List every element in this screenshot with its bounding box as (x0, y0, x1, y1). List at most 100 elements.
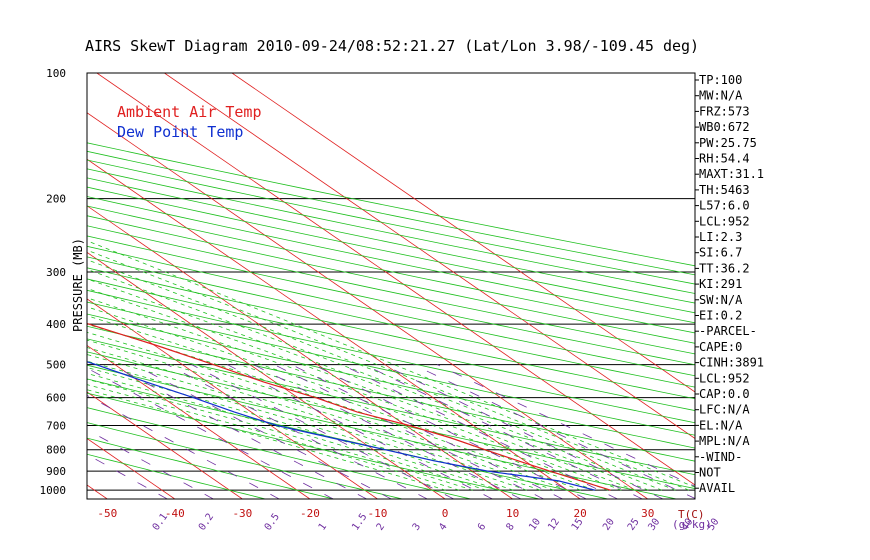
index-entry: L57:6.0 (699, 199, 750, 213)
moist-adiabat-line (87, 339, 554, 491)
index-entry: LI:2.3 (699, 230, 742, 244)
moist-adiabat-line (87, 384, 460, 491)
index-entry: RH:54.4 (699, 152, 750, 166)
index-entry: WB0:672 (699, 120, 750, 134)
mixing-ratio-label: 20 (601, 517, 617, 533)
pressure-tick-label: 900 (46, 465, 66, 478)
moist-adiabat-line (87, 367, 500, 491)
isotherm-line (87, 484, 108, 499)
isotherm-line (164, 73, 695, 439)
bottom-temp-tick-label: 0 (442, 507, 449, 520)
legend-dew-point: Dew Point Temp (117, 123, 243, 141)
dry-adiabat-line (87, 437, 334, 499)
index-entry: CAP:0.0 (699, 387, 750, 401)
mixing-ratio-line (253, 364, 522, 499)
index-entry: CAPE:0 (699, 340, 742, 354)
mixing-ratio-label: 8 (504, 521, 516, 532)
mixing-ratio-line (383, 364, 664, 499)
isotherm-line (96, 73, 695, 486)
mixing-ratio-label: 25 (626, 517, 642, 533)
mixing-ratio-label: 0.5 (263, 512, 282, 533)
dry-adiabat-line (87, 142, 695, 267)
moist-adiabat-line (87, 331, 568, 491)
y-axis-label: PRESSURE (MB) (71, 238, 85, 332)
index-entry: PW:25.75 (699, 136, 757, 150)
dry-adiabat-line (87, 168, 695, 294)
index-entry: LFC:N/A (699, 403, 750, 417)
pressure-tick-label: 500 (46, 359, 66, 372)
dry-adiabat-line (87, 177, 695, 304)
chart-title: AIRS SkewT Diagram 2010-09-24/08:52:21.2… (85, 37, 699, 55)
index-entry: -WIND- (699, 450, 742, 464)
mixing-ratio-line (313, 364, 587, 499)
mixing-ratio-line (274, 364, 544, 499)
dry-adiabat-line (87, 267, 695, 400)
dry-adiabat-line (87, 422, 403, 499)
air-temperature-profile (87, 322, 611, 491)
index-entry: -PARCEL- (699, 324, 757, 338)
index-entry: FRZ:573 (699, 104, 750, 118)
index-entry: SW:N/A (699, 293, 743, 307)
mixing-ratio-unit-label: (g/kg) (672, 518, 712, 531)
moist-adiabat-line (87, 306, 609, 491)
pressure-tick-label: 400 (46, 318, 66, 331)
dry-adiabat-line (87, 215, 695, 344)
mixing-ratio-line (87, 367, 334, 499)
moist-adiabat-line (87, 389, 446, 491)
mixing-ratio-line (87, 429, 214, 499)
moist-adiabat-line (87, 360, 514, 491)
bottom-temp-tick-label: -30 (232, 507, 252, 520)
dew-point-profile (87, 361, 596, 491)
moist-adiabat-line (87, 249, 690, 491)
index-entry: LCL:952 (699, 371, 750, 385)
mixing-ratio-label: 12 (546, 517, 562, 533)
dry-adiabat-line (87, 453, 266, 499)
isotherm-line (87, 391, 243, 499)
mixing-ratio-label: 0.2 (197, 512, 216, 533)
pressure-tick-label: 700 (46, 420, 66, 433)
mixing-ratio-line (111, 364, 367, 499)
index-entry: AVAIL (699, 481, 735, 495)
dry-adiabat-line (87, 301, 695, 436)
moist-adiabat-line (87, 268, 663, 491)
legend-air-temp: Ambient Air Temp (117, 103, 262, 121)
index-entry: KI:291 (699, 277, 742, 291)
pressure-tick-label: 300 (46, 266, 66, 279)
pressure-tick-label: 600 (46, 392, 66, 405)
plot-frame (86, 72, 696, 500)
isotherm-line (87, 112, 648, 499)
dry-adiabat-line (87, 392, 540, 499)
mixing-ratio-line (167, 364, 428, 499)
mixing-ratio-line (133, 364, 392, 499)
moist-adiabat-line (87, 259, 676, 491)
index-entry: EL:N/A (699, 418, 743, 432)
isotherm-line (87, 298, 378, 499)
moist-adiabat-line (87, 323, 581, 491)
dry-adiabat-line (87, 351, 695, 489)
index-entry: TT:36.2 (699, 261, 750, 275)
mixing-ratio-label: 10 (527, 517, 543, 533)
index-entry: TH:5463 (699, 183, 750, 197)
dry-adiabat-line (87, 235, 695, 366)
isotherm-line (87, 251, 446, 499)
mixing-ratio-line (87, 453, 168, 499)
mixing-ratio-line (364, 364, 643, 499)
moist-adiabat-line (87, 373, 487, 491)
mixing-ratio-line (437, 364, 695, 487)
mixing-ratio-line (227, 364, 493, 499)
isotherm-line (87, 205, 513, 499)
index-entry: CINH:3891 (699, 356, 764, 370)
index-entry: EI:0.2 (699, 309, 742, 323)
mixing-ratio-label: 6 (476, 521, 488, 532)
dry-adiabat-line (87, 150, 695, 276)
mixing-ratio-line (341, 364, 618, 499)
index-entry: SI:6.7 (699, 246, 742, 260)
bottom-temp-tick-label: 30 (641, 507, 654, 520)
x-unit-label: T(C) (678, 508, 705, 521)
mixing-ratio-label: 4 (437, 521, 449, 532)
dry-adiabat-line (87, 407, 471, 499)
index-entry: NOT (699, 466, 721, 480)
pressure-tick-label: 800 (46, 444, 66, 457)
isotherm-line (231, 73, 695, 393)
